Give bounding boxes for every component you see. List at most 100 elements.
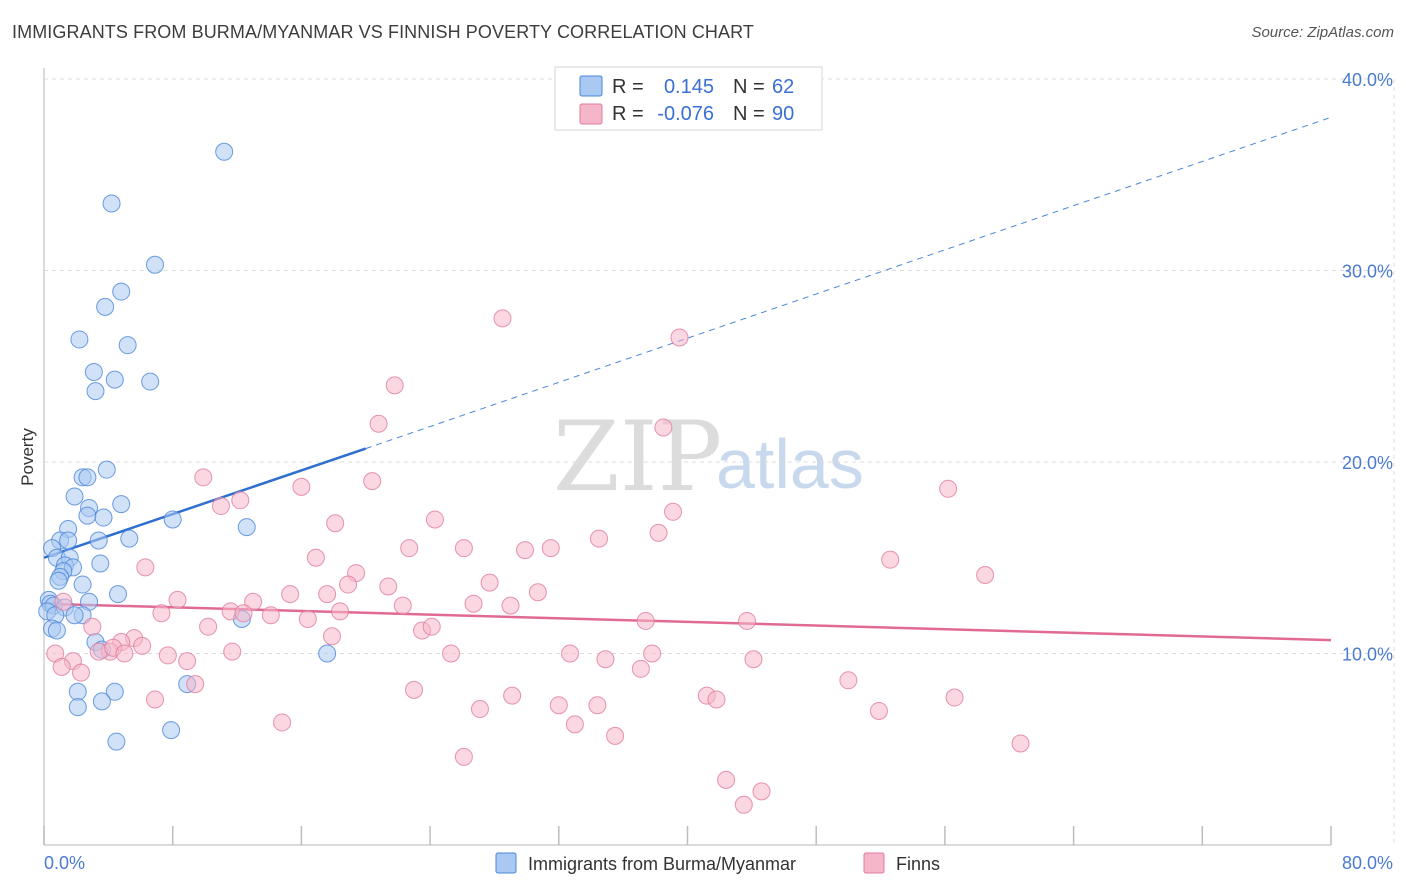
x-tick-label: 80.0% — [1342, 853, 1393, 873]
point-finns — [752, 782, 771, 801]
point-burma — [84, 362, 103, 381]
point-burma — [96, 297, 115, 316]
point-finns — [649, 523, 668, 542]
point-finns — [369, 414, 388, 433]
data-points — [38, 142, 1030, 814]
point-finns — [636, 611, 655, 630]
point-finns — [281, 585, 300, 604]
point-finns — [869, 701, 888, 720]
point-finns — [503, 686, 522, 705]
legend-n-label: N = — [733, 76, 765, 98]
point-finns — [654, 418, 673, 437]
point-finns — [744, 650, 763, 669]
point-finns — [244, 592, 263, 611]
point-burma — [94, 508, 113, 527]
point-finns — [326, 514, 345, 533]
point-finns — [199, 617, 218, 636]
point-finns — [516, 541, 535, 560]
point-burma — [112, 282, 131, 301]
point-finns — [643, 644, 662, 663]
legend-swatch-burma — [579, 75, 603, 97]
point-burma — [162, 721, 181, 740]
point-finns — [501, 596, 520, 615]
point-burma — [89, 531, 108, 550]
point-finns — [152, 604, 171, 623]
legend-swatch-finns — [579, 103, 603, 125]
point-finns — [72, 663, 91, 682]
point-burma — [97, 460, 116, 479]
point-finns — [664, 502, 683, 521]
point-burma — [73, 575, 92, 594]
point-burma — [70, 330, 89, 349]
trend-line-finns — [43, 602, 1332, 642]
point-finns — [261, 606, 280, 625]
point-burma — [78, 468, 97, 487]
point-finns — [590, 529, 609, 548]
y-axis-label: Poverty — [18, 428, 37, 486]
point-finns — [363, 472, 382, 491]
point-burma — [105, 370, 124, 389]
legend-r-value: 0.145 — [664, 76, 714, 98]
point-burma — [146, 255, 165, 274]
point-finns — [549, 696, 568, 715]
legend-n-label: N = — [733, 103, 765, 125]
point-burma — [68, 682, 87, 701]
point-finns — [1011, 734, 1030, 753]
legend-n-value: 62 — [772, 76, 794, 98]
point-finns — [318, 585, 337, 604]
series-legend: Immigrants from Burma/Myanmar Finns — [495, 852, 940, 874]
point-finns — [839, 671, 858, 690]
point-finns — [393, 596, 412, 615]
point-finns — [717, 770, 736, 789]
point-finns — [561, 644, 580, 663]
y-tick-label: 10.0% — [1342, 645, 1393, 665]
legend-label-finns: Finns — [896, 854, 940, 874]
point-finns — [528, 583, 547, 602]
point-finns — [292, 477, 311, 496]
point-finns — [400, 539, 419, 558]
point-burma — [59, 531, 78, 550]
point-burma — [86, 382, 105, 401]
point-finns — [298, 610, 317, 629]
point-finns — [211, 497, 230, 516]
point-finns — [52, 657, 71, 676]
point-finns — [339, 575, 358, 594]
point-finns — [541, 539, 560, 558]
point-finns — [670, 328, 689, 347]
point-finns — [939, 479, 958, 498]
legend-swatch-burma — [495, 852, 517, 874]
point-finns — [273, 713, 292, 732]
point-finns — [442, 644, 461, 663]
legend-n-value: 90 — [772, 103, 794, 125]
point-finns — [146, 690, 165, 709]
point-finns — [194, 468, 213, 487]
point-finns — [422, 617, 441, 636]
point-finns — [178, 652, 197, 671]
point-finns — [158, 646, 177, 665]
legend-r-label: R = — [612, 103, 644, 125]
point-finns — [385, 376, 404, 395]
point-burma — [91, 554, 110, 573]
point-finns — [588, 696, 607, 715]
point-burma — [105, 682, 124, 701]
legend-label-burma: Immigrants from Burma/Myanmar — [528, 854, 796, 874]
trend-lines — [43, 116, 1332, 642]
legend-r-label: R = — [612, 76, 644, 98]
point-burma — [65, 487, 84, 506]
point-finns — [945, 688, 964, 707]
point-finns — [231, 491, 250, 510]
point-finns — [186, 675, 205, 694]
point-finns — [881, 550, 900, 569]
point-burma — [141, 372, 160, 391]
point-finns — [425, 510, 444, 529]
y-tick-label: 30.0% — [1342, 262, 1393, 282]
point-burma — [112, 495, 131, 514]
point-burma — [109, 585, 128, 604]
y-tick-label: 40.0% — [1342, 70, 1393, 90]
point-finns — [464, 594, 483, 613]
point-finns — [493, 309, 512, 328]
grid-lines — [44, 78, 1395, 845]
axes — [43, 68, 1332, 846]
point-finns — [83, 617, 102, 636]
